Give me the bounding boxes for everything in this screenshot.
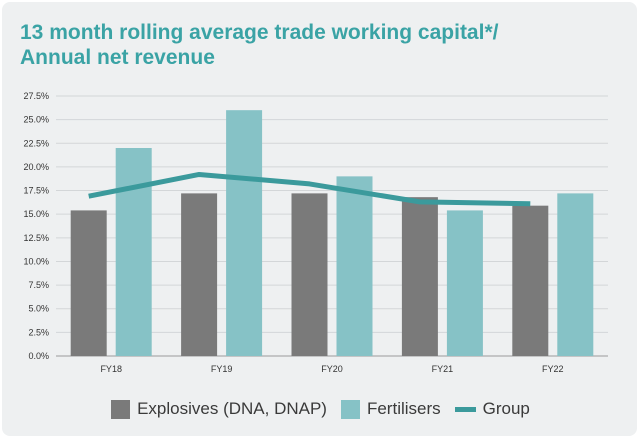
y-tick-label: 5.0% xyxy=(28,304,49,314)
bar-fertilisers xyxy=(446,210,483,356)
y-tick-label: 0.0% xyxy=(28,351,49,361)
bar-explosives xyxy=(512,205,549,356)
legend-swatch-group xyxy=(454,406,476,412)
y-tick-label: 7.5% xyxy=(28,280,49,290)
x-tick-label: FY21 xyxy=(432,364,454,374)
chart-title-line-1: 13 month rolling average trade working c… xyxy=(20,21,499,44)
bar-fertilisers xyxy=(557,193,594,356)
legend-item-fertilisers: Fertilisers xyxy=(340,399,441,419)
legend-label-fertilisers: Fertilisers xyxy=(366,399,441,418)
y-tick-label: 12.5% xyxy=(23,233,49,243)
y-tick-label: 2.5% xyxy=(28,327,49,337)
x-tick-label: FY22 xyxy=(542,364,564,374)
group-series-line xyxy=(88,171,531,207)
y-tick-label: 25.0% xyxy=(23,115,49,125)
chart-legend: Explosives (DNA, DNAP) Fertilisers Group xyxy=(0,399,641,419)
x-tick-label: FY18 xyxy=(100,364,122,374)
bar-fertilisers xyxy=(336,176,373,356)
legend-item-group: Group xyxy=(454,399,530,419)
x-tick-label: FY19 xyxy=(211,364,233,374)
bar-explosives xyxy=(291,193,328,356)
legend-label-group: Group xyxy=(482,399,530,418)
bar-fertilisers xyxy=(115,148,152,356)
bar-explosives xyxy=(70,210,107,356)
bar-explosives xyxy=(181,193,218,356)
legend-swatch-explosives xyxy=(111,399,131,419)
chart-title-line-2: Annual net revenue xyxy=(20,46,215,69)
x-tick-label: FY20 xyxy=(321,364,343,374)
y-tick-label: 27.5% xyxy=(23,91,49,101)
bar-explosives xyxy=(401,197,438,356)
y-tick-label: 22.5% xyxy=(23,138,49,148)
legend-item-explosives: Explosives (DNA, DNAP) xyxy=(111,399,327,419)
y-tick-label: 15.0% xyxy=(23,209,49,219)
y-tick-label: 20.0% xyxy=(23,162,49,172)
chart-title: 13 month rolling average trade working c… xyxy=(20,20,498,70)
legend-label-explosives: Explosives (DNA, DNAP) xyxy=(137,399,327,418)
legend-swatch-fertilisers xyxy=(340,399,360,419)
y-tick-label: 10.0% xyxy=(23,256,49,266)
bar-fertilisers xyxy=(226,110,263,356)
y-tick-label: 17.5% xyxy=(23,186,49,196)
